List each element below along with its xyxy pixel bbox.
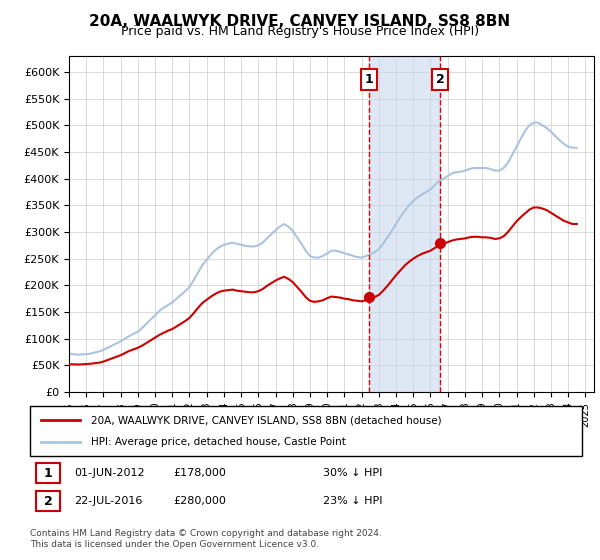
Text: 30% ↓ HPI: 30% ↓ HPI <box>323 468 382 478</box>
Text: 20A, WAALWYK DRIVE, CANVEY ISLAND, SS8 8BN (detached house): 20A, WAALWYK DRIVE, CANVEY ISLAND, SS8 8… <box>91 415 442 425</box>
FancyBboxPatch shape <box>35 463 61 483</box>
Text: 20A, WAALWYK DRIVE, CANVEY ISLAND, SS8 8BN: 20A, WAALWYK DRIVE, CANVEY ISLAND, SS8 8… <box>89 14 511 29</box>
Text: Price paid vs. HM Land Registry's House Price Index (HPI): Price paid vs. HM Land Registry's House … <box>121 25 479 38</box>
FancyBboxPatch shape <box>35 491 61 511</box>
Text: 1: 1 <box>364 73 373 86</box>
Text: 23% ↓ HPI: 23% ↓ HPI <box>323 496 382 506</box>
Text: 1: 1 <box>44 466 52 480</box>
Text: HPI: Average price, detached house, Castle Point: HPI: Average price, detached house, Cast… <box>91 437 346 447</box>
Text: 2: 2 <box>436 73 445 86</box>
Text: £178,000: £178,000 <box>173 468 226 478</box>
Text: Contains HM Land Registry data © Crown copyright and database right 2024.
This d: Contains HM Land Registry data © Crown c… <box>30 529 382 549</box>
Text: 01-JUN-2012: 01-JUN-2012 <box>74 468 145 478</box>
Text: 2: 2 <box>44 494 52 508</box>
FancyBboxPatch shape <box>30 406 582 456</box>
Text: 22-JUL-2016: 22-JUL-2016 <box>74 496 143 506</box>
Bar <box>369 56 440 392</box>
Text: £280,000: £280,000 <box>173 496 226 506</box>
